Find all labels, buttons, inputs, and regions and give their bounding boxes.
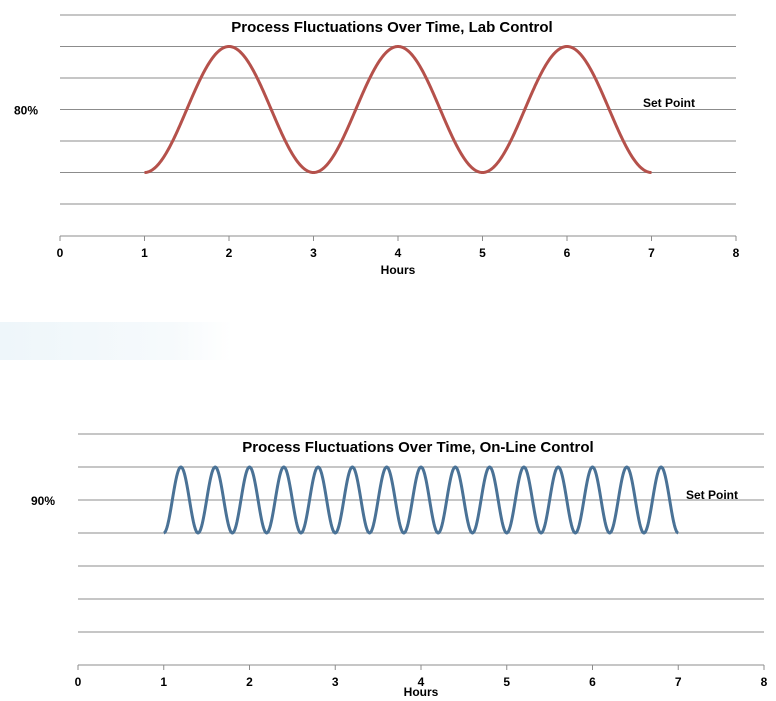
x-tick-label: 5 <box>503 675 510 689</box>
online-control-chart: Process Fluctuations Over Time, On-Line … <box>31 433 768 699</box>
x-tick-label: 6 <box>564 246 571 260</box>
gridlines <box>78 433 764 633</box>
set-point-label: Set Point <box>686 488 738 502</box>
x-tick-label: 5 <box>479 246 486 260</box>
gridlines <box>60 14 736 205</box>
x-tick-label: 6 <box>589 675 596 689</box>
chart-title: Process Fluctuations Over Time, Lab Cont… <box>231 19 552 36</box>
x-tick-label: 7 <box>675 675 682 689</box>
x-tick-label: 4 <box>418 675 425 689</box>
chart-title: Process Fluctuations Over Time, On-Line … <box>242 439 593 456</box>
x-tick-label: 2 <box>246 675 253 689</box>
x-tick-label: 7 <box>648 246 655 260</box>
x-axis-label: Hours <box>381 263 416 277</box>
x-axis-label: Hours <box>404 685 439 699</box>
x-tick-label: 4 <box>395 246 402 260</box>
fluctuation-line <box>162 465 680 535</box>
x-axis-ticks: 0 1 2 3 4 5 6 7 8 <box>57 236 740 260</box>
x-tick-label: 8 <box>761 675 768 689</box>
x-tick-label: 2 <box>226 246 233 260</box>
y-value-label: 80% <box>14 104 38 118</box>
x-tick-label: 0 <box>75 675 82 689</box>
lab-control-chart: Process Fluctuations Over Time, Lab Cont… <box>14 14 740 277</box>
x-tick-label: 3 <box>332 675 339 689</box>
set-point-label: Set Point <box>643 96 695 110</box>
x-tick-label: 8 <box>733 246 740 260</box>
x-tick-label: 3 <box>310 246 317 260</box>
x-tick-label: 1 <box>141 246 148 260</box>
y-value-label: 90% <box>31 494 55 508</box>
x-tick-label: 0 <box>57 246 64 260</box>
fluctuation-line <box>143 45 653 174</box>
x-axis-ticks: 0 1 2 3 4 5 6 7 8 <box>75 665 768 689</box>
x-tick-label: 1 <box>160 675 167 689</box>
separator-band <box>0 322 776 360</box>
